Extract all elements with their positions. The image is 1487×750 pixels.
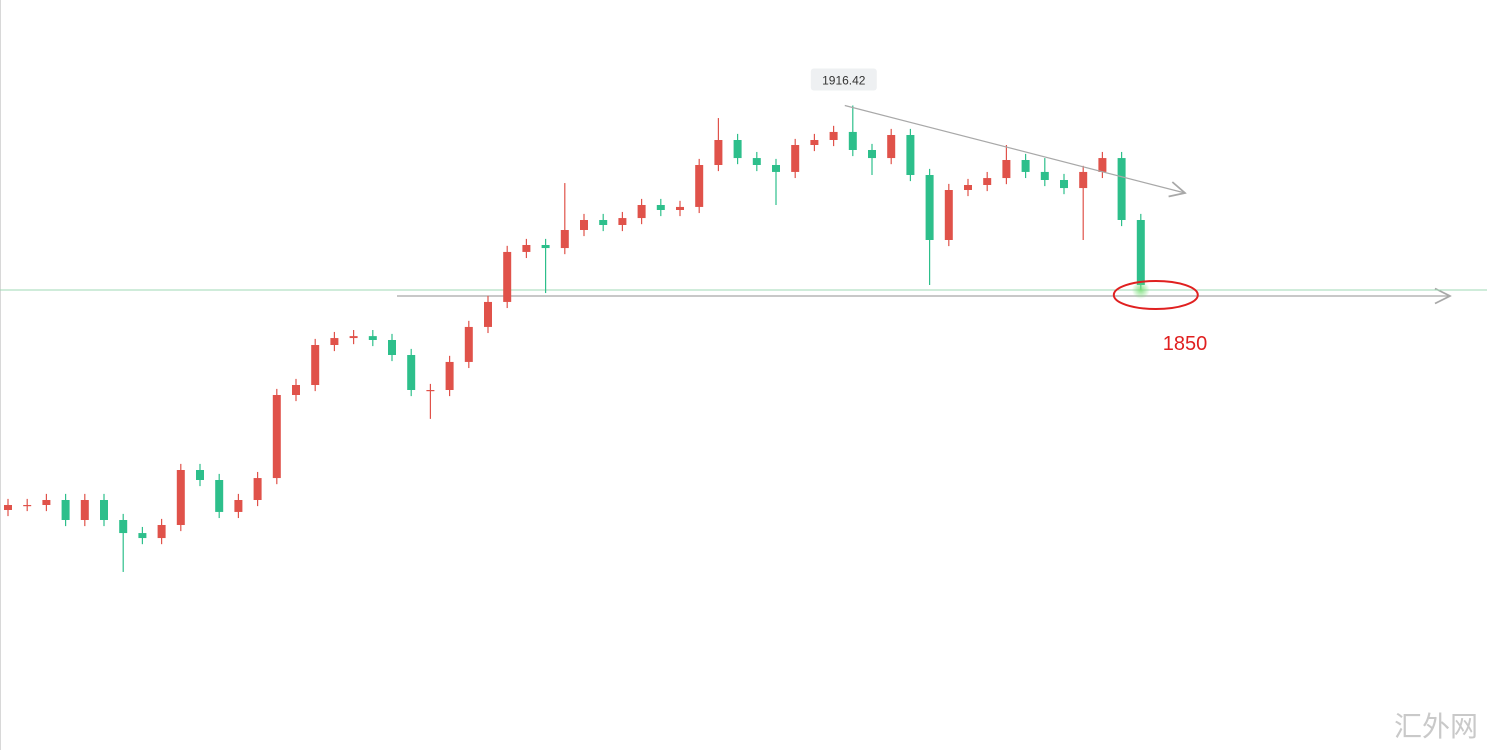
candle-body [522, 245, 531, 252]
peak-label: 1916.42 [822, 74, 866, 88]
candle-body [925, 175, 934, 240]
candle-body [637, 205, 646, 219]
candle-body [906, 135, 915, 175]
glow [1131, 281, 1150, 299]
candle-body [656, 205, 665, 210]
candle-body [253, 478, 262, 500]
candle-body [1079, 171, 1088, 189]
candle-body [541, 245, 550, 249]
candle-body [61, 500, 70, 520]
candle-body [349, 336, 358, 339]
candle-body [983, 178, 992, 185]
candle-body [215, 480, 224, 512]
level-label: 1850 [1163, 333, 1208, 355]
candle-body [868, 150, 876, 159]
candle-body [503, 251, 512, 302]
candle-body [944, 190, 953, 240]
candle-body [714, 140, 723, 165]
candle-body [580, 220, 588, 230]
candle-body [829, 131, 838, 140]
candle-body [330, 338, 339, 345]
candle-body [42, 500, 51, 505]
candle-body [1002, 160, 1011, 179]
candle-body [292, 385, 300, 395]
candle-body [119, 520, 128, 534]
candle-body [311, 345, 320, 385]
candle-body [695, 165, 704, 207]
candle-body [810, 140, 819, 145]
candle-body [1117, 158, 1126, 220]
candle-body [772, 165, 780, 172]
candle-body [1040, 171, 1049, 180]
candle-body [733, 140, 742, 159]
peak-label-box [810, 68, 877, 91]
candle-body [791, 145, 800, 172]
candle-body [157, 525, 166, 539]
candle-body [80, 500, 89, 520]
candle-body [407, 355, 416, 390]
candle-body [1060, 180, 1068, 189]
candle-body [464, 326, 473, 362]
candle-body [1021, 160, 1030, 172]
candle-body [887, 135, 896, 159]
candle-body [368, 336, 377, 340]
candle-body [388, 340, 396, 355]
candle-body [4, 505, 12, 510]
candle-body [676, 206, 684, 210]
candle-body [176, 470, 185, 525]
candle-body [234, 500, 243, 512]
candle-body [964, 185, 972, 190]
candle-body [100, 500, 108, 520]
level-circle [1112, 280, 1199, 310]
candle-body [618, 218, 627, 225]
candle-body [848, 131, 857, 150]
candle-body [484, 301, 492, 327]
watermark: 汇外网 [1394, 710, 1478, 743]
candle-body [196, 470, 204, 480]
candle-body [1136, 220, 1145, 285]
candle-body [445, 361, 454, 390]
candle-body [138, 533, 147, 539]
trend-arrow [844, 104, 1185, 194]
candle-body [272, 395, 281, 479]
candle-body [426, 390, 435, 392]
candle-body [560, 230, 569, 249]
candle-body [599, 220, 608, 225]
candle-body [752, 158, 761, 165]
candle-body [1098, 158, 1107, 172]
candle-body [23, 505, 32, 507]
